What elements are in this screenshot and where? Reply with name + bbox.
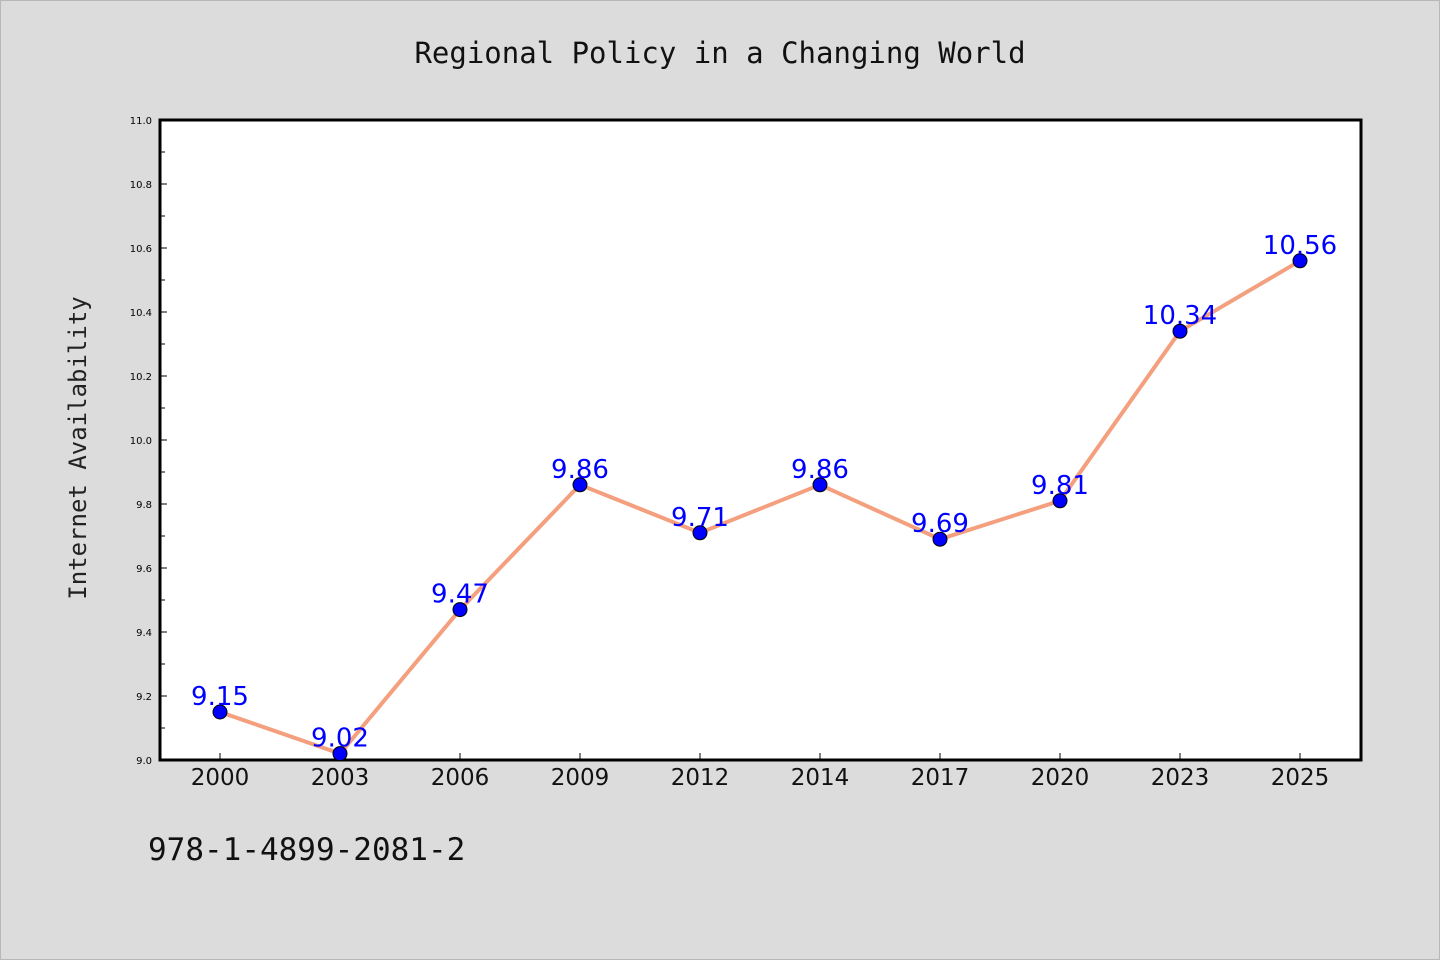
data-label: 9.47 bbox=[431, 580, 489, 610]
data-point bbox=[212, 704, 228, 720]
y-tick-label: 10.0 bbox=[130, 436, 152, 447]
data-point bbox=[452, 602, 468, 618]
series-line bbox=[219, 259, 1302, 756]
data-label: 9.69 bbox=[911, 509, 969, 539]
data-point bbox=[812, 477, 828, 493]
isbn-text: 978-1-4899-2081-2 bbox=[148, 832, 466, 868]
y-tick-label: 9.2 bbox=[136, 692, 152, 703]
x-tick-label: 2025 bbox=[1271, 765, 1330, 791]
data-label: 9.86 bbox=[551, 455, 609, 485]
y-tick-label: 9.4 bbox=[136, 628, 152, 639]
y-tick-label: 9.0 bbox=[136, 756, 152, 767]
x-tick-label: 2012 bbox=[671, 765, 730, 791]
series-layer: 9.15 9.02 9.47 9.86 9.71 9.86 9.69 9.81 10.34 10.… bbox=[191, 231, 1337, 762]
x-tick-label: 2003 bbox=[311, 765, 370, 791]
y-tick-label: 9.6 bbox=[136, 564, 152, 575]
y-axis: 9.0 9.2 9.4 9.6 9.8 10.0 10.2 10.4 10.6 10.8 11.0 bbox=[130, 116, 167, 767]
chart-title: Regional Policy in a Changing World bbox=[414, 36, 1025, 70]
x-tick-label: 2020 bbox=[1031, 765, 1090, 791]
data-point bbox=[692, 525, 708, 541]
y-tick-label: 10.6 bbox=[130, 244, 152, 255]
data-label: 10.34 bbox=[1143, 301, 1217, 331]
data-point bbox=[572, 477, 588, 493]
data-label: 9.15 bbox=[191, 682, 249, 712]
x-axis: 2000 2003 2006 2009 2012 2014 2017 2020 2023 2025 bbox=[191, 753, 1330, 791]
data-point bbox=[1172, 323, 1188, 339]
y-tick-label: 10.8 bbox=[130, 180, 152, 191]
x-tick-label: 2006 bbox=[431, 765, 490, 791]
data-label: 9.81 bbox=[1031, 471, 1089, 501]
plot-area bbox=[158, 118, 1363, 762]
data-point bbox=[332, 746, 348, 762]
data-point bbox=[1052, 493, 1068, 509]
y-tick-label: 10.2 bbox=[130, 372, 152, 383]
data-label: 10.56 bbox=[1263, 231, 1337, 261]
y-tick-label: 10.4 bbox=[130, 308, 152, 319]
y-axis-label: Internet Availability bbox=[64, 296, 92, 599]
y-tick-label: 11.0 bbox=[130, 116, 152, 127]
x-tick-label: 2000 bbox=[191, 765, 250, 791]
data-label: 9.71 bbox=[671, 503, 729, 533]
data-point bbox=[1292, 253, 1308, 269]
data-point bbox=[932, 531, 948, 547]
data-label: 9.02 bbox=[311, 724, 369, 754]
x-tick-label: 2014 bbox=[791, 765, 850, 791]
x-tick-label: 2023 bbox=[1151, 765, 1210, 791]
x-tick-label: 2009 bbox=[551, 765, 610, 791]
y-tick-label: 9.8 bbox=[136, 500, 152, 511]
data-label: 9.86 bbox=[791, 455, 849, 485]
x-tick-label: 2017 bbox=[911, 765, 970, 791]
